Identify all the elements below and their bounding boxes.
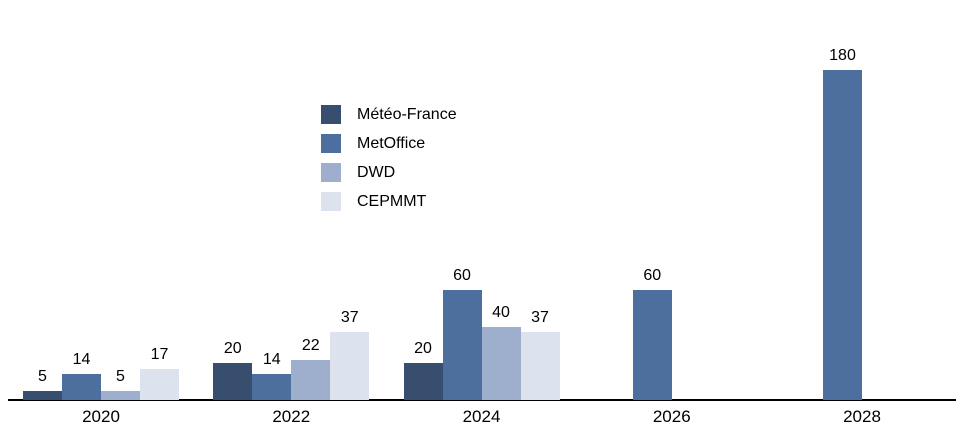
legend-row: DWD <box>321 163 457 182</box>
bar-value-label: 20 <box>223 340 242 358</box>
legend-row: MetOffice <box>321 134 457 153</box>
bar-value-label: 22 <box>301 336 320 354</box>
x-axis-line <box>8 399 956 401</box>
bar <box>442 289 482 400</box>
bar <box>330 332 370 400</box>
bar-value-label: 14 <box>262 351 281 369</box>
legend-label-metoffice: MetOffice <box>357 134 426 152</box>
legend-row: Météo-France <box>321 105 457 124</box>
legend-label-meteo-france: Météo-France <box>357 105 457 123</box>
legend: Météo-France MetOffice DWD CEPMMT <box>321 105 457 211</box>
bar-value-label: 60 <box>453 266 471 284</box>
legend-swatch-metoffice <box>321 134 341 153</box>
bar <box>101 390 140 400</box>
bar-value-label: 37 <box>340 309 359 327</box>
bar <box>213 363 253 400</box>
legend-label-cepmmt: CEPMMT <box>357 192 427 210</box>
bar-value-label: 37 <box>531 309 549 327</box>
bar <box>252 374 292 400</box>
bar-value-label: 20 <box>414 340 432 358</box>
x-axis-tick-label: 2020 <box>82 407 120 426</box>
bar <box>823 69 862 400</box>
bar <box>140 368 179 400</box>
legend-swatch-cepmmt <box>321 192 341 211</box>
x-axis-tick-label: 2028 <box>843 407 881 426</box>
bar <box>520 332 560 400</box>
bar-value-label: 17 <box>150 345 169 363</box>
legend-swatch-dwd <box>321 163 341 182</box>
legend-label-dwd: DWD <box>357 163 396 181</box>
bar <box>632 289 672 400</box>
bar-value-label: 14 <box>72 351 91 369</box>
bar-value-label: 5 <box>38 367 47 385</box>
bar <box>481 326 521 400</box>
bar-value-label: 40 <box>492 303 510 321</box>
bar-value-label: 180 <box>829 46 856 64</box>
bar <box>62 374 101 400</box>
x-axis-tick-label: 2024 <box>462 407 501 426</box>
bar <box>403 363 443 400</box>
x-axis-tick-label: 2022 <box>272 407 311 426</box>
legend-row: CEPMMT <box>321 192 457 211</box>
x-axis-tick-label: 2026 <box>652 407 691 426</box>
bar-value-label: 60 <box>643 266 662 284</box>
bar <box>23 390 62 400</box>
bar <box>291 359 331 400</box>
legend-swatch-meteo-france <box>321 105 341 124</box>
bar-value-label: 5 <box>116 367 125 385</box>
